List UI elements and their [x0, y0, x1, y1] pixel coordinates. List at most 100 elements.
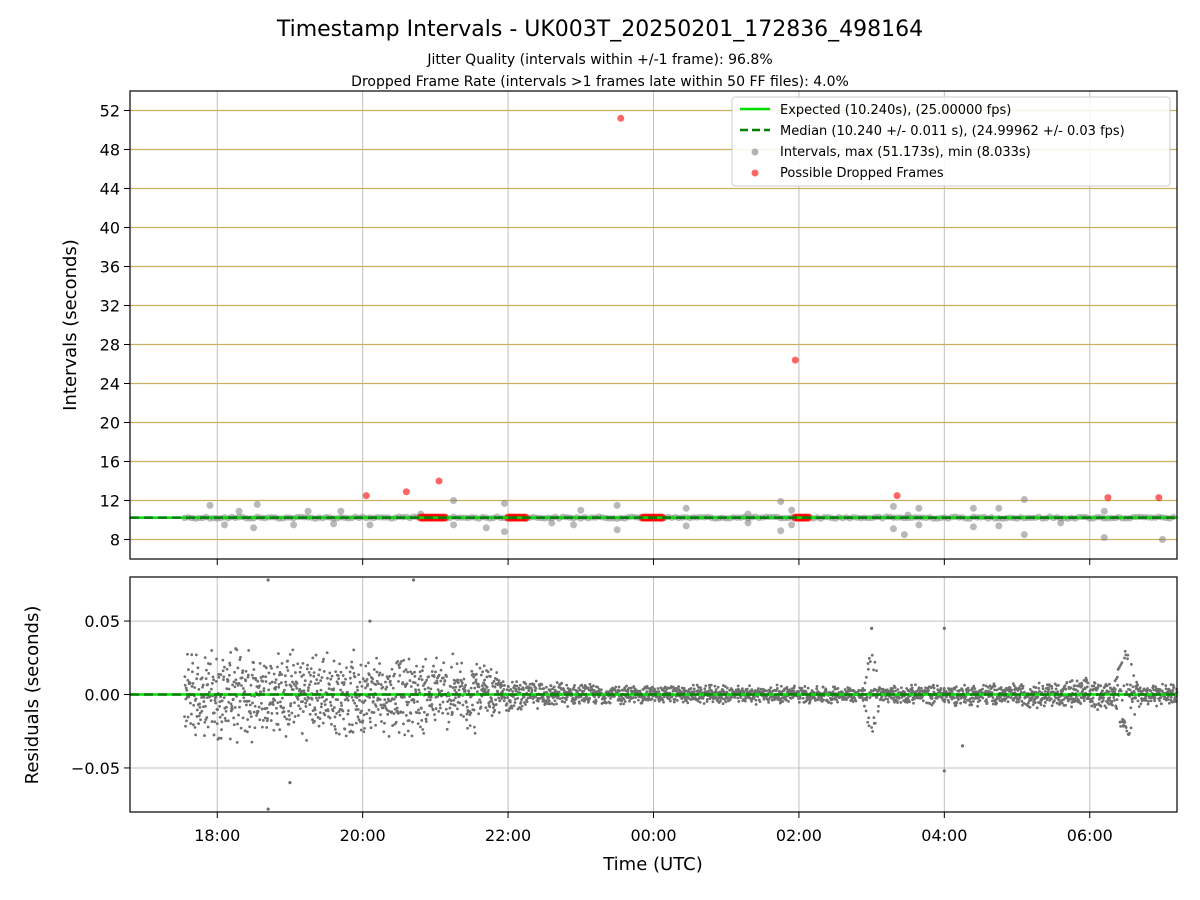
residual-point: [739, 696, 743, 700]
residual-point: [226, 719, 230, 723]
residual-point: [995, 701, 999, 705]
residual-point: [232, 723, 236, 727]
residual-point: [401, 711, 405, 714]
residual-point: [496, 690, 500, 694]
residual-point: [262, 687, 266, 690]
residual-point: [414, 690, 418, 694]
residual-point: [385, 685, 389, 689]
residual-point: [367, 661, 370, 665]
intervals-ytick-label: 20: [100, 414, 120, 433]
residual-point: [513, 701, 517, 704]
interval-point: [290, 521, 298, 529]
residual-point: [274, 687, 277, 691]
residual-point: [650, 697, 654, 701]
residual-point: [750, 690, 754, 693]
residual-point: [583, 698, 587, 702]
residual-point: [453, 682, 456, 685]
residual-point: [320, 702, 324, 706]
residual-point: [702, 702, 706, 705]
residual-point: [524, 682, 528, 686]
interval-point: [1158, 536, 1166, 543]
residual-point: [479, 705, 483, 709]
residuals-xtick-label: 00:00: [630, 826, 676, 845]
residual-point: [551, 687, 555, 691]
residual-point: [222, 696, 226, 700]
residual-point: [291, 648, 295, 652]
interval-point: [900, 531, 908, 539]
residual-point: [634, 696, 638, 699]
residual-point: [566, 705, 570, 708]
residual-point: [1130, 700, 1134, 703]
residual-point: [464, 683, 467, 687]
residual-point: [894, 689, 897, 693]
interval-point: [1020, 496, 1028, 504]
residual-point: [429, 687, 433, 691]
residual-point: [985, 698, 988, 702]
residual-point: [910, 683, 913, 687]
residual-point: [618, 689, 622, 693]
residual-point: [336, 674, 340, 678]
residual-point: [574, 697, 578, 701]
residual-point: [381, 706, 385, 710]
residual-point: [630, 686, 633, 690]
residual-point: [969, 700, 973, 704]
residual-point: [391, 686, 395, 690]
residual-point: [1060, 701, 1064, 705]
residual-point: [280, 661, 284, 665]
residual-point: [305, 699, 309, 702]
residual-point: [184, 686, 188, 690]
residual-point: [404, 668, 408, 671]
residual-point: [190, 685, 194, 688]
interval-point: [500, 499, 508, 507]
residual-point: [257, 705, 261, 709]
residual-point: [711, 700, 715, 704]
interval-point: [969, 523, 977, 531]
residual-point: [236, 666, 240, 670]
residual-point: [193, 686, 197, 689]
residual-point: [788, 688, 791, 692]
residual-point: [1093, 705, 1097, 709]
residual-point: [1112, 696, 1116, 699]
residual-point: [272, 672, 276, 676]
intervals-axes-frame: [129, 90, 1178, 560]
residual-point: [256, 679, 260, 683]
residual-point: [463, 685, 467, 689]
residual-point: [405, 703, 409, 707]
residual-point: [425, 678, 429, 682]
residual-point: [797, 700, 801, 704]
residual-point: [276, 723, 280, 726]
residual-point: [532, 701, 536, 704]
residual-point: [1038, 689, 1041, 693]
residual-point: [494, 698, 498, 702]
residual-point: [1080, 684, 1084, 688]
residual-point: [357, 718, 361, 721]
residual-point: [438, 703, 442, 707]
residual-point: [478, 666, 482, 670]
residual-point: [315, 678, 319, 681]
residual-point: [739, 689, 743, 693]
residual-point: [423, 687, 427, 691]
residual-point: [413, 681, 417, 685]
residual-point: [672, 700, 676, 704]
residual-point: [803, 685, 807, 688]
residual-point: [351, 730, 355, 734]
residual-point: [379, 683, 383, 686]
residual-point: [627, 686, 631, 690]
residual-point: [503, 696, 507, 700]
residual-point: [449, 685, 452, 688]
residual-point: [493, 708, 497, 712]
residual-point: [308, 683, 311, 687]
residual-point: [218, 700, 222, 704]
residual-point: [209, 687, 213, 691]
residual-point: [375, 670, 379, 674]
residual-point: [223, 665, 226, 669]
residual-point: [342, 683, 346, 687]
residual-point: [592, 684, 595, 688]
residual-point: [399, 710, 403, 714]
residual-point: [253, 726, 257, 730]
residual-point: [661, 698, 665, 702]
residual-point: [1008, 686, 1012, 689]
residual-point: [982, 683, 985, 687]
residual-point: [506, 696, 510, 700]
residual-point: [235, 740, 239, 744]
